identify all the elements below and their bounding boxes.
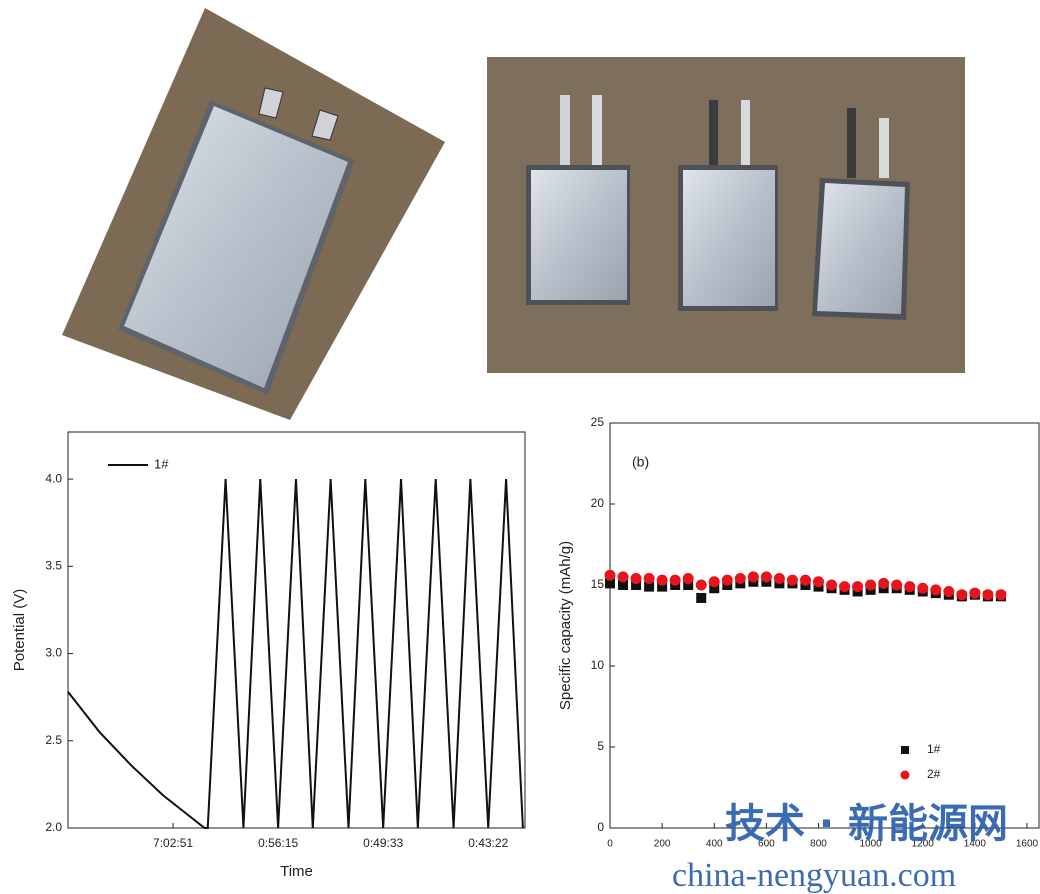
data-point: [722, 575, 733, 586]
cell-tab: [709, 100, 718, 170]
data-point: [865, 580, 876, 591]
watermark-url: china-nengyuan.com: [672, 857, 956, 894]
y-tick-label: 3.5: [45, 558, 62, 572]
cell-tab: [592, 95, 602, 170]
cell-tab: [560, 95, 570, 170]
photo-large-cell: [62, 8, 445, 420]
y-tick-label: 15: [591, 577, 605, 591]
watermark-title: 技术 · 新能源网: [725, 801, 1008, 847]
data-point: [787, 575, 798, 586]
data-point: [631, 573, 642, 584]
cell-body: [531, 170, 627, 300]
y-tick-label: 25: [591, 415, 605, 429]
legend-label: 2#: [927, 767, 941, 781]
data-point: [709, 576, 720, 587]
data-point: [969, 588, 980, 599]
x-axis-title: Time: [280, 863, 313, 880]
y-tick-label: 10: [591, 658, 605, 672]
plot-frame: [610, 423, 1039, 828]
data-point: [618, 571, 629, 582]
data-point: [930, 584, 941, 595]
cell-body: [683, 170, 775, 306]
data-point: [657, 575, 668, 586]
x-tick-label: 0:49:33: [363, 836, 403, 850]
legend-swatch: [901, 746, 909, 754]
chart: 2.0 2.5 3.0 3.5 4.0 7:02:51 0:56:15 0:49:33 0:43…: [11, 432, 525, 880]
y-tick-label: 5: [597, 739, 604, 753]
figure: 2.0 2.5 3.0 3.5 4.0 7:02:51 0:56:15 0:49:33 0:43…: [0, 0, 1040, 894]
x-tick-label: 400: [706, 839, 723, 850]
legend-swatch: [901, 771, 910, 780]
y-axis-title: Potential (V): [11, 589, 28, 672]
data-point: [917, 583, 928, 594]
data-point: [735, 573, 746, 584]
data-point: [748, 571, 759, 582]
x-tick-label: 0:43:22: [468, 836, 508, 850]
data-point: [605, 570, 616, 581]
data-point: [774, 573, 785, 584]
data-point: [891, 580, 902, 591]
cell-body: [817, 183, 905, 314]
legend-label: 1#: [154, 456, 169, 471]
y-tick-label: 4.0: [45, 471, 62, 485]
x-tick-label: 7:02:51: [153, 836, 193, 850]
data-point: [683, 573, 694, 584]
annotation: (b): [632, 454, 649, 470]
data-point: [995, 589, 1006, 600]
x-tick-label: 0:56:15: [258, 836, 298, 850]
y-tick-label: 2.5: [45, 733, 62, 747]
data-point: [670, 575, 681, 586]
data-point: [839, 581, 850, 592]
y-tick-label: 2.0: [45, 820, 62, 834]
cell-tab: [741, 100, 750, 170]
cell-tab: [879, 118, 889, 178]
legend-label: 1#: [927, 742, 941, 756]
y-tick-label: 3.0: [45, 646, 62, 660]
x-tick-label: 0: [607, 839, 613, 850]
cell-tab: [847, 108, 856, 178]
x-tick-label: 1600: [1016, 839, 1039, 850]
data-point: [878, 578, 889, 589]
y-tick-label: 0: [597, 820, 604, 834]
data-point: [982, 589, 993, 600]
data-point: [956, 589, 967, 600]
data-point: [852, 581, 863, 592]
data-point: [761, 571, 772, 582]
data-point: [943, 586, 954, 597]
y-axis-title: Specific capacity (mAh/g): [557, 541, 574, 710]
photo-small-cells: [487, 57, 965, 373]
y-tick-label: 20: [591, 496, 605, 510]
page: 2.0 2.5 3.0 3.5 4.0 7:02:51 0:56:15 0:49:33 0:43…: [0, 0, 1040, 894]
data-point: [904, 581, 915, 592]
data-point: [826, 580, 837, 591]
data-point: [696, 580, 707, 591]
data-point: [696, 593, 706, 603]
x-tick-label: 200: [654, 839, 671, 850]
data-line: [68, 479, 523, 828]
data-point: [813, 576, 824, 587]
data-point: [644, 573, 655, 584]
data-point: [800, 575, 811, 586]
